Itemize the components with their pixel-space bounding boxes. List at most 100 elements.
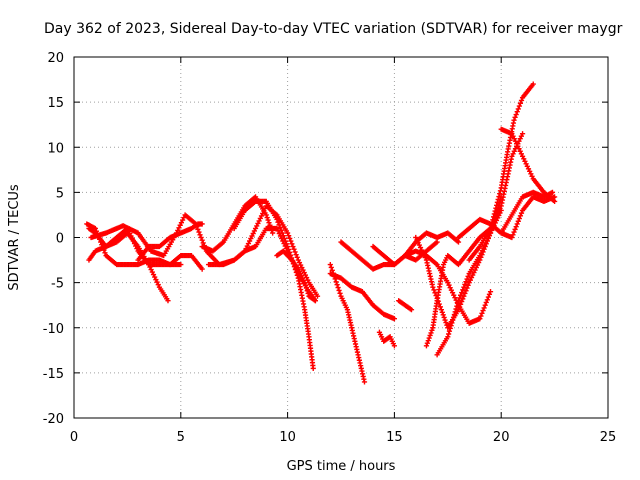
data-point [92, 225, 98, 232]
data-point [480, 308, 486, 314]
data-point [293, 252, 299, 258]
data-point [196, 229, 202, 235]
data-point [279, 230, 285, 236]
data-point [455, 298, 462, 304]
data-point [285, 243, 291, 250]
data-point [449, 320, 455, 326]
series-sat-d [88, 212, 318, 304]
data-point [426, 335, 432, 341]
data-point [487, 289, 494, 295]
data-point [513, 224, 519, 230]
data-point [276, 222, 282, 228]
series-sat-s [423, 131, 526, 349]
data-point [277, 224, 283, 231]
series-sat-k [327, 271, 397, 322]
data-point [495, 196, 501, 203]
data-point [101, 247, 107, 253]
data-point [165, 298, 171, 304]
data-point [427, 332, 433, 339]
x-tick-label: 20 [493, 430, 510, 445]
data-point [514, 109, 520, 115]
data-point [448, 323, 454, 329]
data-point [445, 334, 451, 340]
data-point [199, 221, 205, 227]
data-point [509, 234, 515, 241]
axis-ticks [73, 56, 609, 419]
chart-title: Day 362 of 2023, Sidereal Day-to-day VTE… [44, 21, 623, 37]
data-point [458, 301, 464, 307]
data-point [515, 106, 521, 112]
y-tick-label: 10 [47, 141, 64, 156]
series-sat-m [376, 329, 397, 349]
data-point [429, 327, 435, 333]
data-point [465, 282, 471, 288]
data-point [199, 237, 205, 243]
y-tick-label: 15 [47, 96, 64, 111]
y-tick-label: 5 [56, 186, 64, 201]
data-point [264, 214, 270, 221]
data-point [268, 225, 274, 231]
data-point [336, 287, 342, 294]
data-point [478, 313, 484, 319]
data-point [463, 288, 469, 294]
data-point [549, 189, 556, 195]
data-point [282, 238, 289, 244]
data-point [100, 244, 106, 251]
data-point [288, 238, 294, 244]
y-tick-label: 0 [56, 232, 64, 247]
series-sat-p [396, 298, 415, 313]
data-point [455, 239, 462, 245]
data-point [460, 296, 466, 302]
series-sat-h [231, 198, 316, 371]
data-point [391, 343, 397, 349]
data-point [263, 212, 269, 218]
data-point [462, 290, 468, 297]
data-point [291, 246, 297, 252]
x-tick-label: 5 [177, 430, 185, 445]
data-point [302, 280, 308, 286]
data-point [270, 230, 276, 236]
data-point [287, 235, 293, 242]
data-point [492, 208, 498, 214]
data-point [428, 330, 434, 336]
y-axis-label: SDTVAR / TECUs [7, 184, 22, 291]
data-point [517, 213, 524, 219]
data-point [199, 266, 205, 272]
data-point [516, 103, 522, 109]
y-tick-label: 20 [47, 51, 64, 66]
data-point [512, 226, 518, 232]
data-point [510, 232, 516, 238]
data-point [497, 188, 504, 194]
data-point [447, 325, 453, 332]
y-tick-label: -10 [43, 322, 64, 337]
x-tick-label: 25 [600, 430, 617, 445]
x-tick-label: 0 [70, 430, 78, 445]
data-point [518, 97, 525, 104]
data-point [423, 343, 430, 349]
series-sat-e [135, 221, 205, 263]
data-point [487, 225, 494, 232]
data-point [289, 241, 295, 247]
data-point [481, 305, 487, 311]
data-point [461, 293, 467, 299]
data-point [458, 292, 464, 298]
data-point [333, 279, 339, 285]
data-point [493, 205, 499, 211]
data-point [424, 340, 430, 346]
data-point [477, 316, 483, 322]
data-point [485, 294, 491, 300]
data-point [459, 298, 465, 305]
data-point [464, 285, 470, 291]
data-point [482, 302, 488, 308]
data-point [440, 312, 446, 318]
data-point [434, 239, 440, 245]
data-point [446, 331, 452, 337]
data-point [491, 211, 497, 217]
data-point [451, 311, 457, 318]
data-point [286, 249, 293, 255]
data-point [93, 228, 100, 234]
data-series [84, 81, 558, 385]
data-point [290, 243, 296, 250]
data-point [292, 249, 298, 255]
data-point [274, 216, 280, 223]
